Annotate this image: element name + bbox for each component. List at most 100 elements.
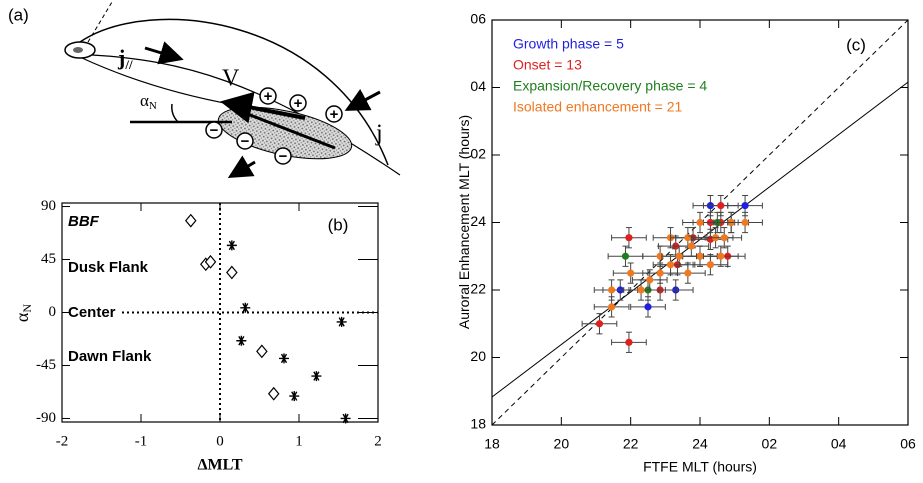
y-tick-label: 02	[470, 146, 486, 162]
x-tick-label: 22	[623, 436, 639, 452]
point-marker	[741, 218, 749, 227]
diamond-marker	[267, 386, 280, 401]
asterisk-marker	[289, 391, 300, 402]
legend-entry: Onset = 13	[513, 57, 582, 73]
point-marker	[741, 202, 749, 210]
point-marker	[687, 242, 695, 250]
point-marker	[696, 252, 704, 260]
charge-circle	[274, 147, 292, 165]
panel-label: (c)	[846, 35, 866, 54]
plus-sign: +	[330, 106, 339, 123]
asterisk-marker	[311, 371, 322, 382]
x-tick-label: 04	[831, 436, 847, 452]
plus-sign: +	[264, 88, 273, 105]
panel-label: (b)	[328, 215, 349, 234]
region-label: BBF	[68, 213, 100, 230]
y-tick-label: -90	[36, 410, 56, 426]
y-tick-label: 20	[470, 348, 486, 364]
y-tick-label: 06	[470, 11, 486, 27]
point-marker	[696, 218, 704, 227]
diagram: (a) j// V αN j + ++−−−	[8, 1, 401, 179]
y-axis-label: Auroral Enhancement MLT (hours)	[456, 115, 472, 329]
parallel-current-arrow	[144, 41, 184, 65]
charge-circle	[236, 132, 254, 150]
charge-circle	[259, 87, 277, 105]
charge-circle	[289, 94, 307, 112]
minus-sign: −	[279, 148, 288, 165]
earth-core	[73, 47, 83, 53]
point-marker	[684, 234, 692, 242]
y-tick-label: 24	[470, 213, 486, 229]
minus-sign: −	[210, 122, 219, 139]
asterisk-marker	[240, 302, 251, 313]
point-marker	[706, 261, 715, 269]
point-marker	[608, 303, 616, 311]
y-axis-label: αN	[12, 304, 34, 322]
y-tick-label: 45	[41, 251, 56, 267]
outflow-arrow	[227, 155, 256, 179]
velocity-arrow	[220, 91, 306, 124]
field-line	[81, 57, 236, 106]
x-tick-label: 20	[554, 436, 570, 452]
legend-entry: Growth phase = 5	[513, 36, 624, 52]
legend-entry: Expansion/Recovery phase = 4	[513, 78, 707, 94]
x-axis-label: ΔMLT	[197, 457, 242, 474]
point-marker	[637, 286, 645, 294]
point-marker	[625, 338, 633, 346]
asterisk-marker	[226, 240, 237, 251]
charge-circle	[325, 105, 343, 123]
alpha-sub: N	[149, 100, 157, 112]
y-axis-label-sub: N	[20, 304, 34, 313]
y-tick-label: 04	[470, 78, 486, 94]
x-tick-label: 18	[484, 436, 500, 452]
minus-sign: −	[241, 133, 250, 150]
point-marker	[684, 269, 692, 277]
asterisk-marker	[340, 413, 351, 424]
x-tick-label: 06	[900, 436, 916, 452]
field-line	[79, 18, 389, 166]
point-marker	[646, 276, 654, 284]
x-tick-label: 2	[374, 433, 382, 449]
y-tick-label: 18	[470, 416, 486, 432]
point-marker	[608, 286, 616, 294]
asterisk-marker	[278, 353, 289, 364]
legend-entry: Isolated enhancement = 21	[513, 99, 683, 115]
y-tick-label: 90	[41, 198, 56, 214]
x-tick-label: 02	[762, 436, 778, 452]
diamond-marker	[204, 254, 217, 269]
point-marker	[625, 234, 633, 242]
point-marker	[666, 261, 675, 269]
diamond-marker	[256, 344, 268, 359]
current-label: j	[375, 121, 383, 147]
point-marker	[720, 234, 728, 242]
point-marker	[595, 320, 604, 328]
point-marker	[621, 252, 630, 260]
j-parallel-label: j//	[117, 45, 133, 72]
x-tick-label: 1	[295, 433, 303, 449]
point-marker	[656, 269, 664, 277]
y-tick-label: -45	[36, 357, 56, 373]
asterisk-marker	[336, 316, 347, 327]
plus-sign: +	[294, 95, 303, 112]
alpha-label: αN	[140, 91, 157, 112]
x-tick-label: 0	[216, 433, 224, 449]
y-axis-label-main: α	[12, 312, 32, 322]
diamond-marker	[184, 213, 197, 228]
x-tick-label: -1	[135, 433, 148, 449]
charge-circle	[205, 121, 223, 139]
point-marker	[675, 252, 683, 260]
panel-label: (a)	[8, 5, 29, 24]
angle-arc	[171, 103, 179, 123]
y-tick-label: 22	[470, 281, 486, 297]
y-axis-label-main: Auroral Enhancement MLT (hours)	[456, 115, 472, 329]
x-axis-label: FTFE MLT (hours)	[643, 459, 757, 475]
region-label: Dawn Flank	[68, 348, 152, 365]
charges: + + + − − −	[205, 87, 343, 165]
point-marker	[644, 303, 652, 311]
region-label: Center	[68, 304, 116, 321]
j-parallel-sub: //	[124, 57, 133, 72]
current-arrow	[344, 88, 381, 111]
alpha: α	[140, 91, 149, 110]
